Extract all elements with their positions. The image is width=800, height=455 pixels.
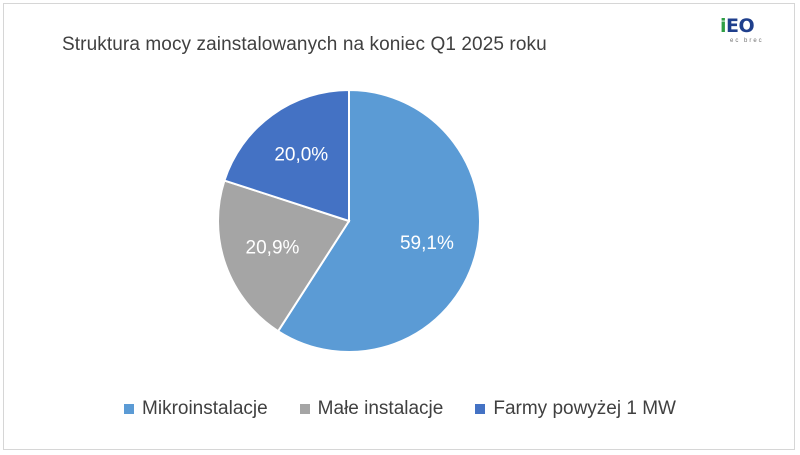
legend-item-farmy: Farmy powyżej 1 MW <box>475 398 676 420</box>
legend-item-mikroinstalacje: Mikroinstalacje <box>124 398 268 420</box>
data-label-mikroinstalacje: 59,1% <box>400 233 454 254</box>
pie-slice-mikroinstalacje <box>276 88 481 353</box>
legend-label-farmy: Farmy powyżej 1 MW <box>493 398 676 419</box>
legend-label-mikroinstalacje: Mikroinstalacje <box>142 398 268 419</box>
chart-legend: Mikroinstalacje Małe instalacje Farmy powy… <box>0 398 800 420</box>
logo-wordmark: iEO <box>720 15 755 37</box>
chart-title: Struktura mocy zainstalowanych na koniec… <box>62 34 547 55</box>
logo-subtext: ec brec <box>730 38 764 44</box>
legend-swatch-male-instalacje <box>299 404 310 414</box>
pie-slice-male-instalacje <box>217 179 351 333</box>
legend-swatch-mikroinstalacje <box>124 404 135 414</box>
data-label-farmy: 20,0% <box>274 144 328 165</box>
legend-label-male-instalacje: Małe instalacje <box>317 398 444 419</box>
pie-slice-farmy <box>223 88 350 223</box>
legend-item-male-instalacje: Małe instalacje <box>299 398 444 420</box>
legend-swatch-farmy <box>475 404 486 414</box>
data-label-male-instalacje: 20,9% <box>246 237 300 258</box>
ieo-logo: iEO ec brec <box>720 16 776 52</box>
